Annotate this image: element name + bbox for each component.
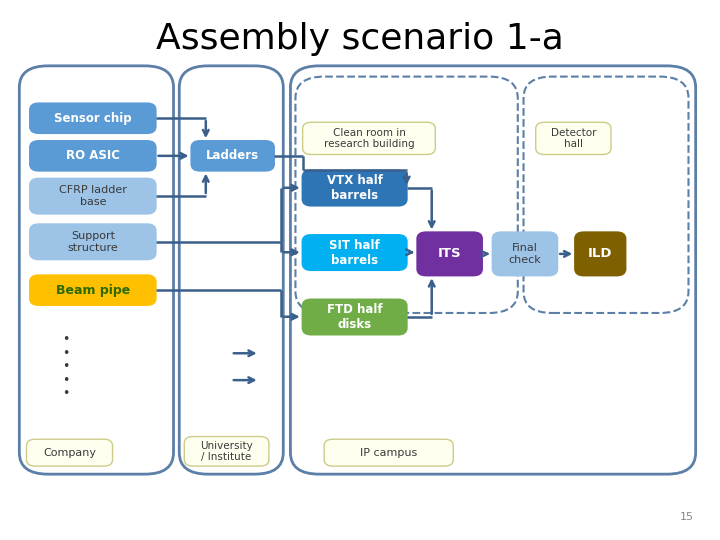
Text: ILD: ILD [588, 247, 613, 260]
Text: Detector
hall: Detector hall [551, 127, 596, 149]
Text: •: • [62, 347, 70, 360]
FancyBboxPatch shape [30, 179, 156, 214]
FancyBboxPatch shape [302, 235, 407, 270]
FancyBboxPatch shape [30, 104, 156, 133]
Text: Company: Company [43, 448, 96, 458]
FancyBboxPatch shape [302, 171, 407, 206]
Text: •: • [62, 333, 70, 346]
Text: IP campus: IP campus [360, 448, 418, 458]
Text: •: • [62, 387, 70, 400]
Text: RO ASIC: RO ASIC [66, 150, 120, 163]
Text: CFRP ladder
base: CFRP ladder base [59, 185, 127, 207]
Text: •: • [62, 374, 70, 387]
Text: Final
check: Final check [508, 243, 541, 265]
Text: 15: 15 [680, 512, 693, 523]
FancyBboxPatch shape [27, 439, 112, 466]
Text: Assembly scenario 1-a: Assembly scenario 1-a [156, 22, 564, 56]
Text: VTX half
barrels: VTX half barrels [327, 174, 382, 202]
Text: University
/ Institute: University / Institute [200, 441, 253, 462]
FancyBboxPatch shape [30, 224, 156, 259]
Text: Clean room in
research building: Clean room in research building [324, 127, 414, 149]
Text: SIT half
barrels: SIT half barrels [329, 239, 380, 267]
FancyBboxPatch shape [302, 300, 407, 334]
Text: Beam pipe: Beam pipe [55, 284, 130, 296]
Text: FTD half
disks: FTD half disks [327, 303, 382, 331]
FancyBboxPatch shape [418, 232, 482, 275]
FancyBboxPatch shape [492, 232, 557, 275]
FancyBboxPatch shape [324, 439, 453, 466]
Text: •: • [62, 360, 70, 373]
FancyBboxPatch shape [302, 122, 436, 154]
FancyBboxPatch shape [192, 141, 274, 171]
Text: Ladders: Ladders [206, 150, 259, 163]
FancyBboxPatch shape [575, 232, 626, 275]
Text: Support
structure: Support structure [68, 231, 118, 253]
FancyBboxPatch shape [30, 275, 156, 305]
FancyBboxPatch shape [30, 141, 156, 171]
FancyBboxPatch shape [184, 436, 269, 466]
Text: Sensor chip: Sensor chip [54, 112, 132, 125]
FancyBboxPatch shape [536, 122, 611, 154]
Text: ITS: ITS [438, 247, 462, 260]
